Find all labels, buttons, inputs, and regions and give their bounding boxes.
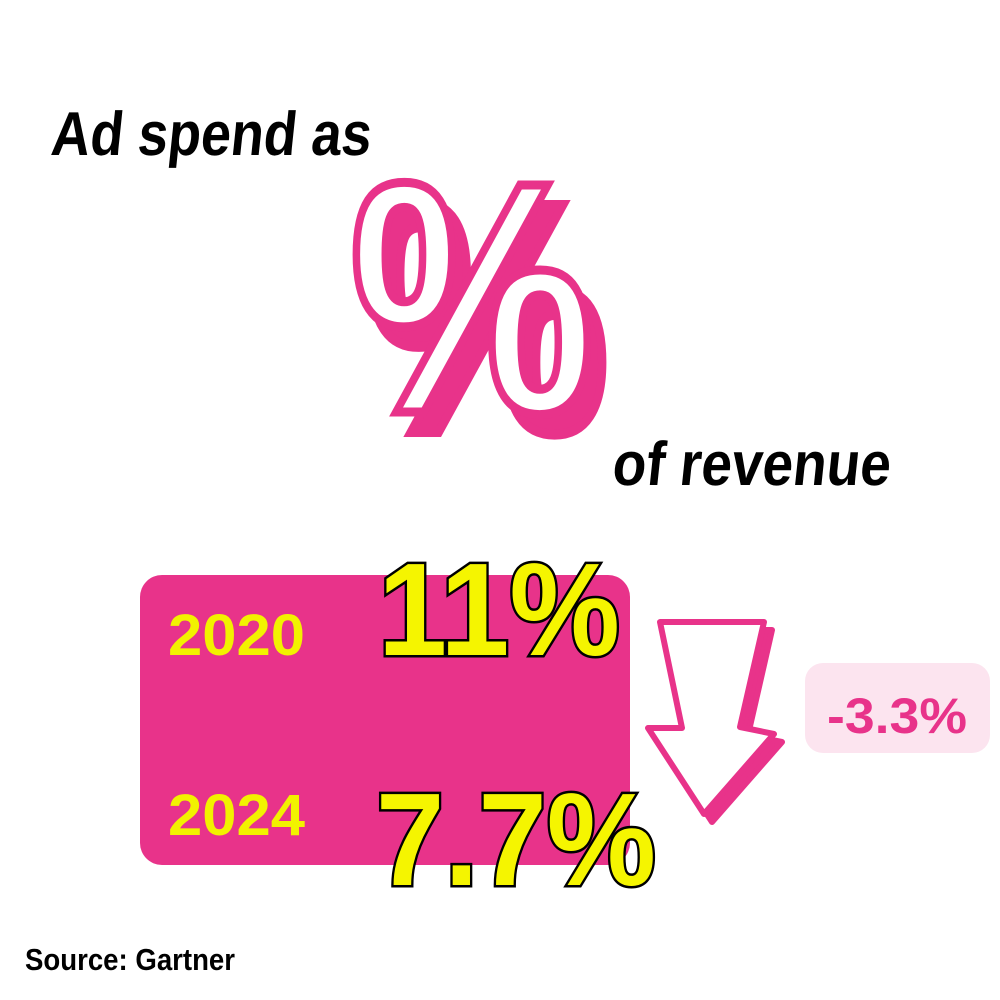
down-arrow — [645, 619, 785, 825]
percent-symbol: % — [350, 113, 595, 482]
value-label: 11% — [378, 536, 620, 683]
title-end: of revenue — [610, 430, 895, 499]
percent-shadow: % — [365, 133, 610, 502]
panel — [140, 575, 630, 865]
change-badge — [805, 663, 990, 753]
change-label: -3.3% — [827, 688, 967, 744]
value-label: 7.7% — [376, 766, 656, 913]
year-label: 2024 — [168, 783, 305, 848]
title-start: Ad spend as — [48, 100, 375, 169]
percent-graphic: % % — [345, 109, 615, 508]
year-label: 2020 — [168, 603, 305, 668]
source-note: Source: Gartner — [25, 942, 235, 977]
